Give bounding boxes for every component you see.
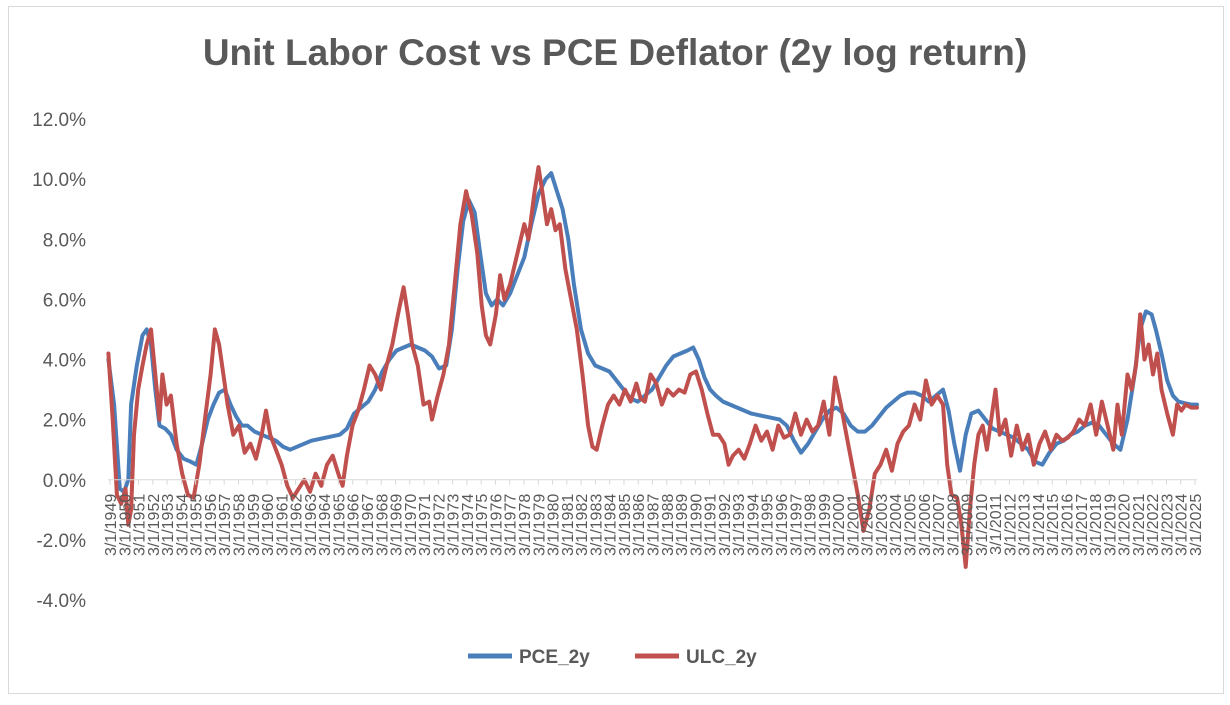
x-tick-label: 3/1/1977 (503, 494, 520, 556)
x-tick-label: 3/1/1951 (132, 494, 149, 556)
x-tick-label: 3/1/1991 (703, 494, 720, 556)
x-tick-label: 3/1/2000 (831, 494, 848, 556)
x-tick-label: 3/1/1958 (231, 494, 248, 556)
x-tick-label: 3/1/1993 (731, 494, 748, 556)
x-tick-label: 3/1/2016 (1060, 494, 1077, 556)
chart-title: Unit Labor Cost vs PCE Deflator (2y log … (202, 32, 1028, 73)
x-tick-label: 3/1/1980 (546, 494, 563, 556)
x-tick-label: 3/1/2023 (1159, 494, 1176, 556)
x-tick-label: 3/1/2013 (1017, 494, 1034, 556)
x-tick-label: 3/1/1989 (674, 494, 691, 556)
x-axis: 3/1/19493/1/19503/1/19513/1/19523/1/1953… (103, 479, 1205, 556)
x-tick-label: 3/1/1962 (289, 494, 306, 556)
x-tick-label: 3/1/1963 (303, 494, 320, 556)
x-tick-label: 3/1/2011 (988, 494, 1005, 555)
y-tick-label: -2.0% (36, 531, 86, 552)
x-tick-label: 3/1/2022 (1145, 494, 1162, 556)
x-tick-label: 3/1/1974 (460, 494, 477, 556)
x-tick-label: 3/1/1988 (660, 494, 677, 556)
x-tick-label: 3/1/2012 (1002, 494, 1019, 556)
x-tick-label: 3/1/1987 (646, 494, 663, 556)
x-tick-label: 3/1/2003 (874, 494, 891, 556)
x-tick-label: 3/1/1961 (274, 494, 291, 556)
legend: PCE_2y ULC_2y (468, 647, 757, 668)
x-tick-label: 3/1/2006 (917, 494, 934, 556)
x-tick-label: 3/1/1949 (103, 494, 120, 556)
x-tick-label: 3/1/1969 (389, 494, 406, 556)
y-tick-label: 10.0% (32, 170, 86, 191)
x-tick-label: 3/1/1967 (360, 494, 377, 556)
x-tick-label: 3/1/2008 (945, 494, 962, 556)
x-tick-label: 3/1/1981 (560, 494, 577, 556)
x-tick-label: 3/1/1971 (417, 494, 434, 556)
x-tick-label: 3/1/2010 (974, 494, 991, 556)
x-tick-label: 3/1/1995 (760, 494, 777, 556)
x-tick-label: 3/1/1964 (317, 494, 334, 556)
x-tick-label: 3/1/2015 (1045, 494, 1062, 556)
x-tick-label: 3/1/1975 (474, 494, 491, 556)
x-tick-label: 3/1/1994 (745, 494, 762, 556)
chart-frame (8, 6, 1224, 694)
x-tick-label: 3/1/1973 (446, 494, 463, 556)
x-tick-label: 3/1/1986 (631, 494, 648, 556)
x-tick-label: 3/1/2017 (1074, 494, 1091, 556)
x-tick-label: 3/1/1970 (403, 494, 420, 556)
x-tick-label: 3/1/1950 (117, 494, 134, 556)
x-tick-label: 3/1/2009 (960, 494, 977, 556)
x-tick-label: 3/1/1953 (160, 494, 177, 556)
x-tick-label: 3/1/1959 (246, 494, 263, 556)
x-tick-label: 3/1/2018 (1088, 494, 1105, 556)
y-tick-label: 2.0% (43, 411, 86, 432)
x-tick-label: 3/1/1997 (788, 494, 805, 556)
x-tick-label: 3/1/2021 (1131, 494, 1148, 556)
x-tick-label: 3/1/2005 (902, 494, 919, 556)
x-tick-label: 3/1/2024 (1174, 494, 1191, 556)
x-tick-label: 3/1/1952 (146, 494, 163, 556)
y-tick-label: 4.0% (43, 351, 86, 372)
x-tick-label: 3/1/1976 (488, 494, 505, 556)
y-tick-label: -4.0% (36, 591, 86, 612)
x-tick-label: 3/1/1955 (189, 494, 206, 556)
x-tick-label: 3/1/1998 (803, 494, 820, 556)
x-tick-label: 3/1/2019 (1102, 494, 1119, 556)
legend-label-ulc: ULC_2y (686, 647, 757, 668)
x-tick-label: 3/1/1954 (174, 494, 191, 556)
x-tick-label: 3/1/2007 (931, 494, 948, 556)
x-tick-label: 3/1/1999 (817, 494, 834, 556)
x-tick-label: 3/1/2025 (1188, 494, 1205, 556)
y-tick-label: 8.0% (43, 230, 86, 251)
x-tick-label: 3/1/1992 (717, 494, 734, 556)
x-tick-label: 3/1/1982 (574, 494, 591, 556)
x-tick-label: 3/1/1968 (374, 494, 391, 556)
x-tick-label: 3/1/1978 (517, 494, 534, 556)
x-tick-label: 3/1/2020 (1117, 494, 1134, 556)
x-tick-label: 3/1/2001 (845, 494, 862, 556)
x-tick-label: 3/1/1965 (331, 494, 348, 556)
y-tick-label: 6.0% (43, 290, 86, 311)
x-tick-label: 3/1/1956 (203, 494, 220, 556)
y-tick-label: 0.0% (43, 471, 86, 492)
x-tick-label: 3/1/2004 (888, 494, 905, 556)
x-tick-label: 3/1/2002 (860, 494, 877, 556)
x-tick-label: 3/1/1985 (617, 494, 634, 556)
y-axis: -4.0% -2.0% 0.0% 2.0% 4.0% 6.0% 8.0% 10.0% 12.0% (32, 110, 86, 612)
x-tick-label: 3/1/1983 (588, 494, 605, 556)
x-tick-label: 3/1/1957 (217, 494, 234, 556)
x-tick-label: 3/1/1972 (431, 494, 448, 556)
series-line-ulc-2y (106, 165, 1199, 569)
x-tick-label: 3/1/1960 (260, 494, 277, 556)
x-tick-label: 3/1/2014 (1031, 494, 1048, 556)
x-tick-label: 3/1/1984 (603, 494, 620, 556)
x-tick-label: 3/1/1966 (346, 494, 363, 556)
x-tick-label: 3/1/1996 (774, 494, 791, 556)
y-tick-label: 12.0% (32, 110, 86, 131)
legend-label-pce: PCE_2y (519, 647, 590, 668)
plot-area (106, 165, 1199, 569)
x-tick-label: 3/1/1979 (531, 494, 548, 556)
x-tick-label: 3/1/1990 (688, 494, 705, 556)
